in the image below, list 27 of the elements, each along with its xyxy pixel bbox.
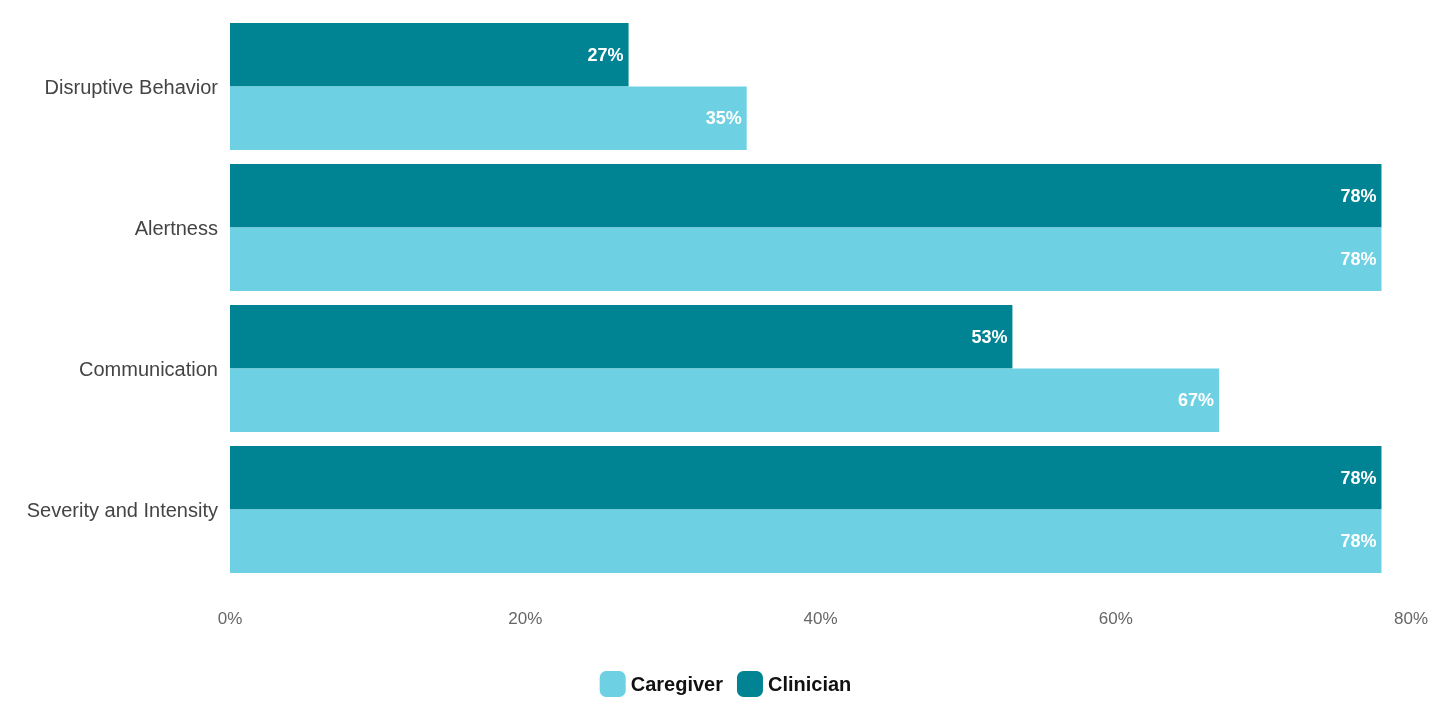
y-tick-label: Disruptive Behavior bbox=[44, 75, 219, 98]
x-tick-label: 20% bbox=[508, 609, 543, 628]
legend-label: Clinician bbox=[767, 673, 852, 695]
data-label: 78% bbox=[1340, 249, 1377, 270]
legend-label: Caregiver bbox=[630, 673, 724, 695]
bar bbox=[230, 305, 1013, 369]
x-tick-label: 40% bbox=[803, 609, 838, 628]
data-label: 27% bbox=[587, 44, 624, 65]
data-label: 67% bbox=[1178, 390, 1215, 411]
data-label: 78% bbox=[1340, 467, 1377, 488]
data-label: 78% bbox=[1340, 185, 1377, 206]
bar bbox=[230, 368, 1220, 432]
data-label: 78% bbox=[1340, 531, 1377, 552]
bar bbox=[230, 86, 747, 150]
bar bbox=[230, 23, 629, 87]
data-label: 35% bbox=[705, 108, 742, 129]
y-tick-label: Severity and Intensity bbox=[26, 498, 218, 521]
y-tick-label: Alertness bbox=[134, 216, 218, 239]
bar bbox=[230, 164, 1382, 228]
x-tick-label: 80% bbox=[1393, 609, 1429, 628]
bar bbox=[230, 227, 1382, 291]
bar bbox=[230, 509, 1382, 573]
bar bbox=[230, 446, 1382, 510]
y-tick-label: Communication bbox=[79, 357, 218, 380]
x-tick-label: 0% bbox=[217, 609, 243, 628]
data-label: 53% bbox=[971, 326, 1008, 347]
x-tick-label: 60% bbox=[1098, 609, 1133, 628]
